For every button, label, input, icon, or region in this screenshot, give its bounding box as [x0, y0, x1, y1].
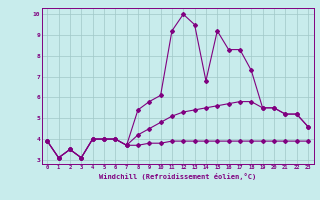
X-axis label: Windchill (Refroidissement éolien,°C): Windchill (Refroidissement éolien,°C)	[99, 173, 256, 180]
